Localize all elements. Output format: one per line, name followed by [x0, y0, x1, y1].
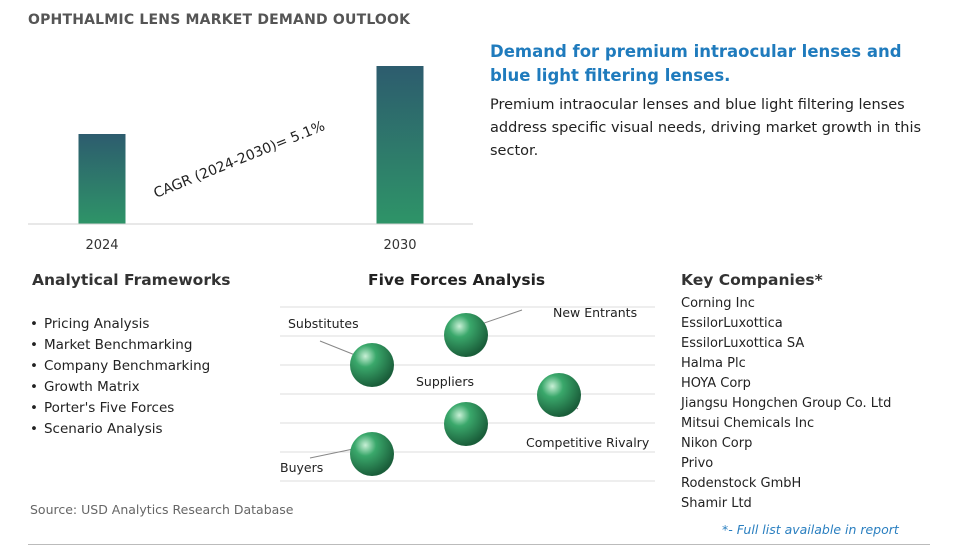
bar-2030 [376, 66, 424, 224]
companies-list: Corning Inc EssilorLuxottica EssilorLuxo… [681, 294, 891, 514]
headline: Demand for premium intraocular lenses an… [490, 42, 902, 85]
footnote: *- Full list available in report [722, 522, 899, 537]
connector [309, 447, 359, 459]
list-item: Mitsui Chemicals Inc [681, 416, 815, 431]
label-new-entrants: New Entrants [553, 305, 637, 320]
five-forces-title: Five Forces Analysis [368, 271, 546, 289]
companies-title: Key Companies* [681, 271, 823, 289]
sphere-substitutes [350, 343, 394, 387]
sphere-new-entrants [444, 313, 488, 357]
label-substitutes: Substitutes [288, 316, 359, 331]
sphere-suppliers [444, 402, 488, 446]
source-note: Source: USD Analytics Research Database [30, 502, 294, 517]
description: Premium intraocular lenses and blue ligh… [490, 97, 922, 159]
list-item: Market Benchmarking [30, 335, 210, 356]
sphere-buyers [350, 432, 394, 476]
bottom-divider [28, 544, 930, 545]
label-competitive-rivalry: Competitive Rivalry [526, 435, 650, 450]
list-item: Porter's Five Forces [30, 398, 210, 419]
five-forces-diagram: Substitutes New Entrants Suppliers Compe… [280, 305, 655, 482]
x-tick-label: 2024 [85, 238, 118, 253]
label-buyers: Buyers [280, 460, 323, 475]
list-item: Nikon Corp [681, 436, 753, 451]
sphere-rivalry [537, 373, 581, 417]
list-item: Privo [681, 456, 714, 471]
list-item: Shamir Ltd [681, 496, 752, 511]
bar-2024 [78, 134, 126, 224]
list-item: Growth Matrix [30, 377, 210, 398]
x-tick-label: 2030 [383, 238, 416, 253]
page-title: OPHTHALMIC LENS MARKET DEMAND OUTLOOK [28, 12, 411, 28]
label-suppliers: Suppliers [416, 374, 474, 389]
list-item: Jiangsu Hongchen Group Co. Ltd [681, 396, 892, 411]
frameworks-title: Analytical Frameworks [32, 271, 231, 289]
bar-chart: 2024 2030 CAGR (2024-2030)= 5.1% [28, 66, 473, 253]
frameworks-list: Pricing Analysis Market Benchmarking Com… [30, 314, 210, 440]
list-item: Rodenstock GmbH [681, 476, 802, 491]
list-item: Halma Plc [681, 356, 746, 371]
list-item: Pricing Analysis [30, 314, 210, 335]
list-item: EssilorLuxottica [681, 316, 783, 331]
list-item: HOYA Corp [681, 376, 751, 391]
list-item: Scenario Analysis [30, 419, 210, 440]
cagr-annotation: CAGR (2024-2030)= 5.1% [152, 118, 328, 201]
list-item: Company Benchmarking [30, 356, 210, 377]
list-item: Corning Inc [681, 296, 755, 311]
list-item: EssilorLuxottica SA [681, 336, 805, 351]
